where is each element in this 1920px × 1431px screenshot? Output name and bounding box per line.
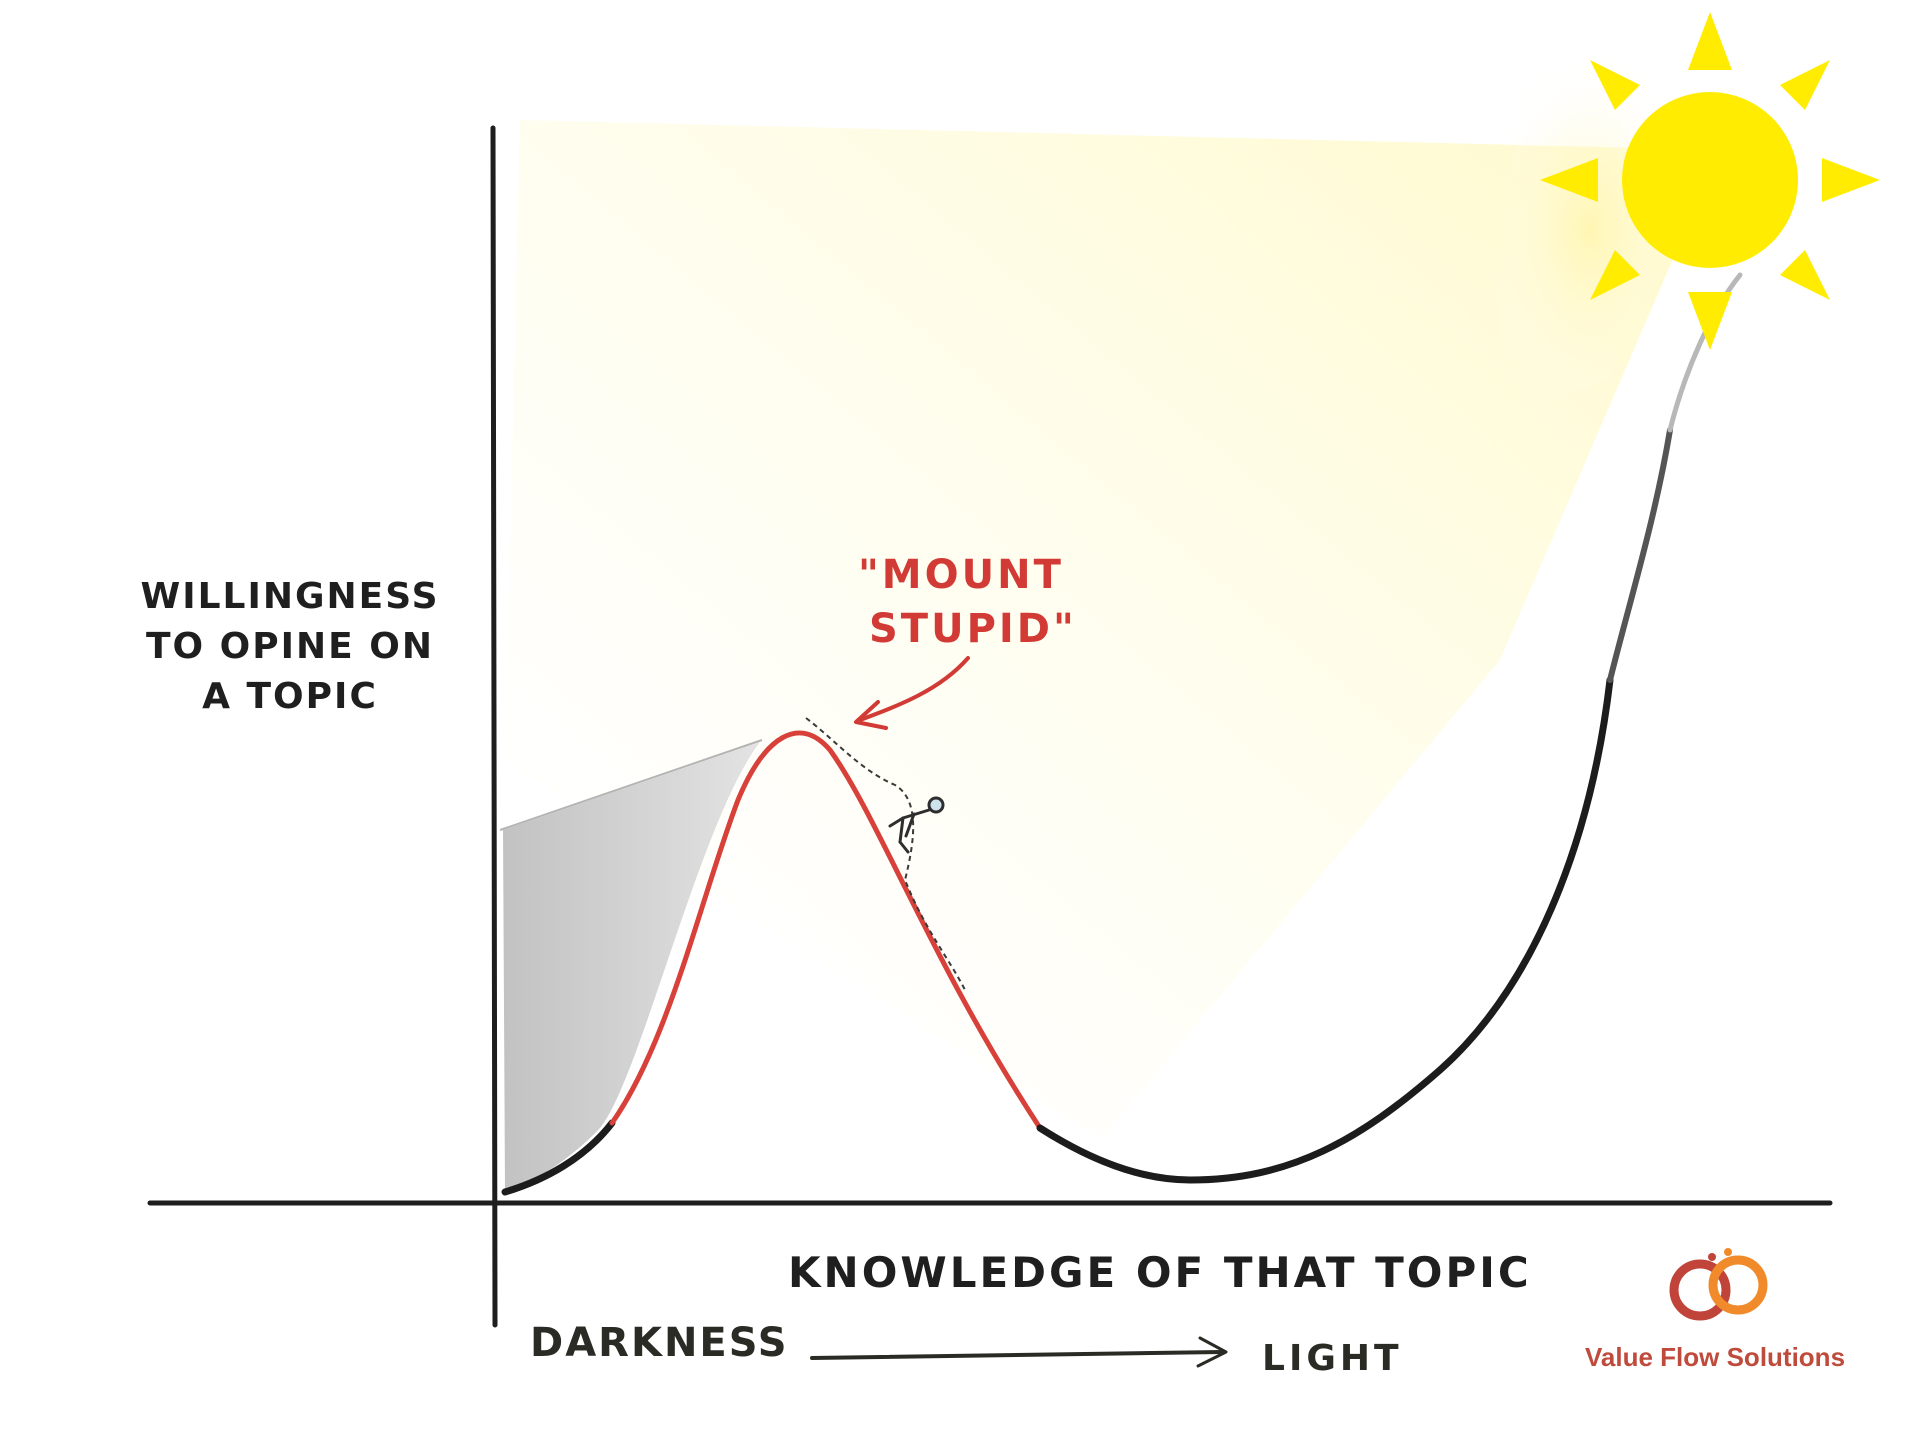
y-axis-label-line-2: TO OPINE ON	[145, 626, 435, 667]
mount-stupid-annotation-line-2: STUPID"	[869, 606, 1077, 652]
mount-stupid-annotation-line-1: "MOUNT	[857, 552, 1064, 598]
curve-start-segment	[501, 1119, 616, 1196]
mount-stupid-curve	[609, 730, 1043, 1131]
darkness-to-light-arrow-head	[1196, 1336, 1228, 1368]
brand-name: Value Flow Solutions	[1585, 1342, 1846, 1372]
sunlight-beam	[505, 120, 1720, 1140]
y-axis-label-line-1: WILLINGNESS	[140, 576, 440, 617]
curve-rising-segment	[1607, 427, 1673, 683]
curve-valley-segment	[1036, 676, 1614, 1184]
mount-stupid-annotation: "MOUNT STUPID"	[845, 548, 1077, 656]
sun-icon	[1540, 12, 1880, 350]
curve-light-segment	[1667, 272, 1743, 433]
mount-stupid-arrow-head	[854, 700, 888, 730]
stick-figure-icon	[888, 796, 945, 854]
y-axis	[490, 125, 498, 1328]
darkness-label: DARKNESS	[530, 1320, 789, 1366]
x-axis-label: KNOWLEDGE OF THAT TOPIC	[788, 1248, 1532, 1297]
fall-trail	[805, 717, 966, 991]
darkness-to-light-arrow	[810, 1350, 1224, 1360]
y-axis-label: WILLINGNESS TO OPINE ON A TOPIC	[95, 572, 485, 722]
y-axis-label-line-3: A TOPIC	[202, 676, 378, 717]
darkness-shade-top-edge	[499, 739, 763, 831]
light-label: LIGHT	[1262, 1338, 1403, 1379]
two-interlinked-rings-logo-icon	[1669, 1248, 1768, 1321]
darkness-shade	[503, 742, 760, 1190]
mount-stupid-arrow	[858, 656, 970, 722]
